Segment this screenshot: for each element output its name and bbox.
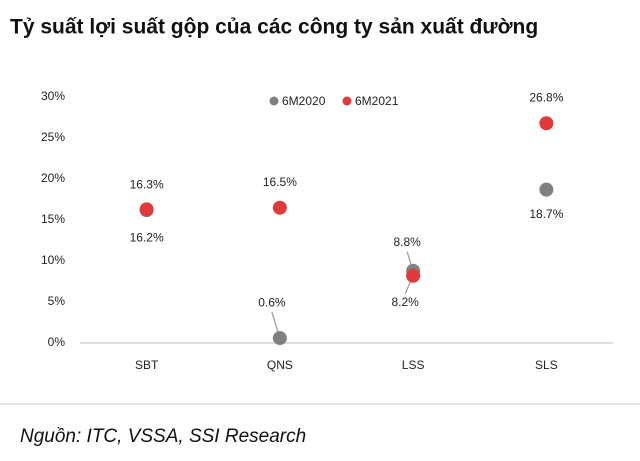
dot: [539, 182, 554, 197]
data-label: 16.2%: [130, 230, 164, 244]
dot: [406, 268, 421, 283]
legend-marker: [269, 96, 279, 106]
data-label: 16.5%: [263, 175, 297, 189]
y-tick-label: 20%: [41, 171, 65, 185]
data-label: 8.8%: [393, 235, 421, 249]
data-label: 16.3%: [130, 178, 164, 192]
dot: [539, 116, 554, 131]
source: Nguồn: ITC, VSSA, SSI Research: [20, 426, 306, 447]
y-tick-label: 15%: [41, 212, 65, 226]
y-tick-label: 10%: [41, 253, 65, 267]
x-tick-label: SBT: [135, 358, 159, 372]
legend-marker: [342, 96, 352, 106]
dot: [272, 200, 287, 215]
data-label: 26.8%: [529, 90, 563, 104]
x-tick-label: SLS: [535, 358, 558, 372]
dot: [272, 331, 287, 346]
x-tick-label: QNS: [267, 358, 293, 372]
y-tick-label: 30%: [41, 89, 65, 103]
data-label: 8.2%: [391, 295, 419, 309]
y-tick-label: 0%: [48, 335, 66, 349]
x-tick-label: LSS: [402, 358, 425, 372]
data-label: 0.6%: [258, 295, 286, 309]
dot: [139, 202, 154, 217]
chart-title: Tỷ suất lợi suất gộp của các công ty sản…: [10, 16, 538, 39]
y-tick-label: 5%: [48, 294, 66, 308]
data-label: 18.7%: [529, 207, 563, 221]
legend-label: 6M2020: [282, 94, 326, 108]
y-tick-label: 25%: [41, 130, 65, 144]
legend-label: 6M2021: [355, 94, 399, 108]
